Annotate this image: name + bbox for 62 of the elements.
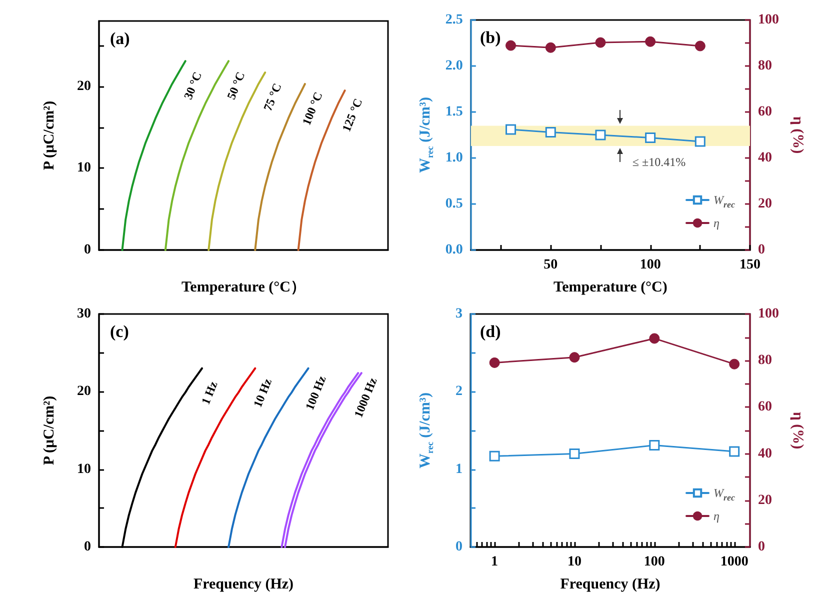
y-tick-label: 10 — [77, 462, 91, 477]
y-tick-label: 2.5 — [445, 12, 463, 28]
y-tick-label: 0 — [84, 242, 91, 258]
y2-tick-label: 80 — [758, 353, 772, 368]
annotation: ≤ ±10.41% — [632, 155, 686, 170]
y2-tick-label: 40 — [758, 150, 772, 166]
text: 10 Hz — [250, 376, 275, 410]
x-axis-title: Frequency (Hz) — [560, 576, 660, 592]
y-tick-label: 3 — [456, 306, 462, 322]
x-tick-label: 10 — [567, 554, 582, 570]
y2-tick-label: 40 — [758, 446, 772, 462]
y-tick-label: 10 — [77, 160, 91, 176]
x-tick-label: 1000 — [720, 554, 748, 570]
y-tick-label: 20 — [77, 78, 91, 94]
y2-tick-label: 0 — [758, 540, 765, 554]
text: 50 °C — [224, 70, 248, 102]
y-axis-title: Wrec (J/cm³) — [418, 97, 435, 173]
x-tick-label: 150 — [740, 258, 760, 272]
text: 100 °C — [299, 90, 326, 128]
x-tick-label: 1 — [491, 554, 498, 570]
text: 100 Hz — [302, 373, 330, 412]
y-axis-title: Wrec (J/cm³) — [418, 392, 435, 468]
y2-axis-title: η (%) — [789, 116, 806, 154]
y-tick-label: 0 — [84, 540, 91, 554]
y2-tick-label: 20 — [758, 492, 772, 508]
y-tick-label: 0.5 — [445, 196, 463, 212]
y2-tick-label: 60 — [758, 400, 772, 415]
legend-label: η — [714, 509, 720, 523]
x-axis-title: Frequency (Hz) — [193, 576, 294, 592]
text: 125 °C — [339, 96, 366, 134]
text: (b) — [480, 28, 501, 47]
y-axis-title: P (μC/cm²) — [42, 100, 58, 170]
text: 1000 Hz — [351, 375, 380, 420]
y-axis-title: P (μC/cm²) — [42, 396, 58, 466]
text: (c) — [110, 322, 129, 341]
y-tick-label: 1.5 — [445, 104, 463, 120]
y2-tick-label: 80 — [758, 58, 772, 74]
chart-title: (a) — [110, 29, 130, 48]
y-tick-label: 30 — [77, 306, 91, 322]
y2-tick-label: 0 — [758, 242, 765, 258]
y-tick-label: 2 — [456, 384, 462, 400]
text: 75 °C — [260, 81, 284, 113]
y-tick-label: 1.0 — [445, 150, 463, 166]
y2-tick-label: 60 — [758, 104, 772, 120]
text: 30 °C — [180, 70, 205, 102]
y-tick-label: 2.0 — [445, 58, 463, 74]
y-tick-label: 20 — [77, 384, 91, 400]
y2-axis-title: η (%) — [789, 412, 806, 450]
y-tick-label: 0 — [456, 540, 462, 554]
x-tick-label: 50 — [544, 258, 558, 272]
y-tick-label: 1 — [456, 462, 462, 477]
y2-tick-label: 20 — [758, 196, 772, 212]
legend-label: η — [714, 216, 720, 230]
y-tick-label: 0.0 — [445, 242, 463, 258]
x-tick-label: 100 — [640, 258, 661, 272]
x-axis-title: Temperature (°C) — [553, 280, 668, 296]
text: 1 Hz — [198, 378, 220, 406]
y2-tick-label: 100 — [758, 306, 779, 322]
x-tick-label: 100 — [644, 554, 665, 570]
y2-tick-label: 100 — [758, 12, 779, 28]
text: (d) — [480, 322, 501, 341]
x-axis-title: Temperature (°C） — [182, 280, 306, 296]
